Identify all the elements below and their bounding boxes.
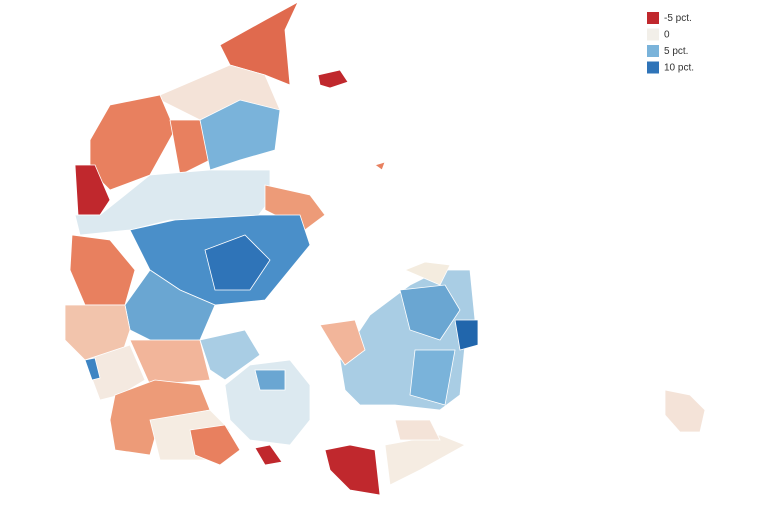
region — [394, 419, 441, 441]
region — [199, 329, 261, 381]
legend-swatch — [647, 28, 659, 41]
region — [224, 359, 311, 446]
region — [317, 69, 349, 89]
region — [254, 369, 286, 391]
region — [254, 444, 283, 466]
region — [319, 319, 366, 366]
legend-label: 0 — [664, 30, 670, 41]
region — [324, 444, 381, 496]
regions — [64, 1, 706, 496]
region — [664, 389, 706, 433]
legend-label: 5 pct. — [664, 46, 688, 57]
region — [403, 261, 451, 286]
legend-swatch — [647, 61, 659, 74]
region — [84, 357, 101, 381]
region — [69, 234, 136, 306]
region — [189, 424, 241, 466]
legend: -5 pct. 0 5 pct. 10 pct. — [647, 12, 694, 74]
region — [374, 161, 386, 171]
legend-swatch — [647, 45, 659, 57]
region — [454, 319, 479, 351]
legend-swatch — [647, 12, 659, 24]
region — [124, 269, 216, 346]
region — [84, 344, 146, 401]
legend-label: 10 pct. — [664, 63, 694, 74]
region — [399, 284, 461, 341]
region — [384, 434, 466, 486]
region — [204, 234, 271, 291]
region — [409, 349, 456, 406]
region — [74, 164, 111, 216]
region — [129, 339, 211, 386]
legend-label: -5 pct. — [664, 13, 692, 24]
region — [264, 184, 326, 231]
